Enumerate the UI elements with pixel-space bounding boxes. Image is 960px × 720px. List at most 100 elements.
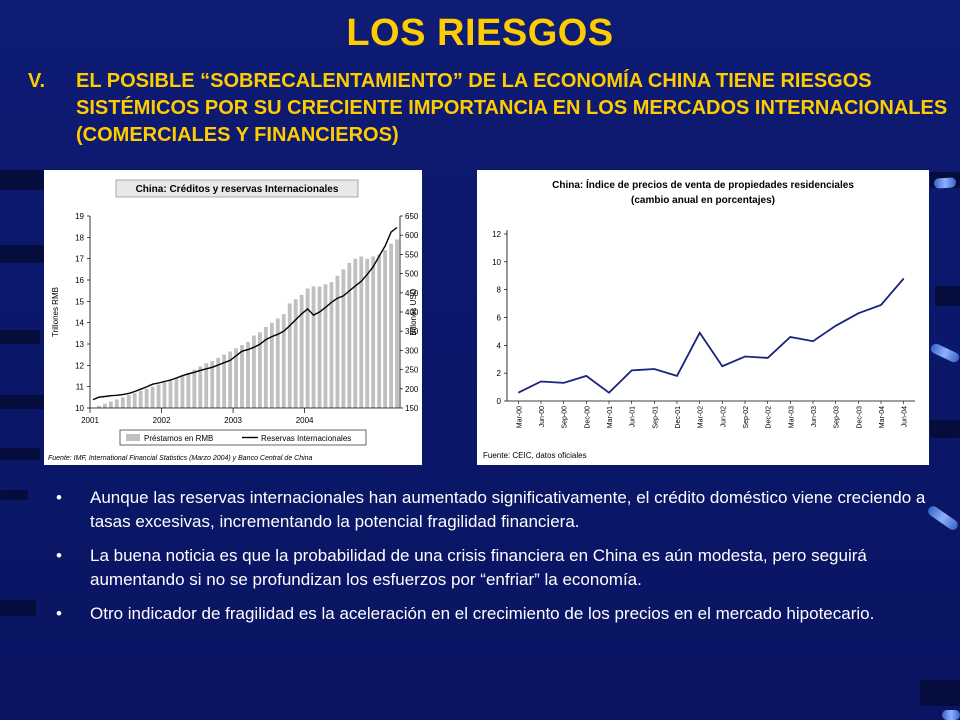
bar-prestamos	[103, 403, 107, 408]
y2-tick-label: 400	[405, 308, 419, 317]
bar-prestamos	[329, 282, 334, 408]
y-tick-label: 12	[492, 230, 501, 239]
bar-prestamos	[287, 303, 292, 408]
housing-price-chart: China: Índice de precios de venta de pro…	[477, 170, 929, 465]
legend-label-reservas: Reservas Internacionales	[261, 434, 351, 443]
bar-prestamos	[275, 318, 280, 408]
x-tick-label: Sep-03	[834, 406, 841, 429]
bar-prestamos	[341, 269, 346, 408]
bar-prestamos	[114, 399, 119, 408]
chart-title: China: Créditos y reservas Internacional…	[136, 184, 339, 195]
subtitle-number: V.	[28, 70, 46, 92]
y-tick-label: 16	[75, 276, 84, 285]
y2-tick-label: 250	[405, 366, 419, 375]
bullet-dot: •	[56, 546, 62, 565]
x-tick-label: Dec-00	[584, 406, 591, 429]
background-stripe	[930, 420, 960, 438]
bullet-text: La buena noticia es que la probabilidad …	[90, 546, 867, 589]
y-tick-label: 12	[75, 361, 84, 370]
x-tick-label: 2003	[224, 416, 242, 425]
y-tick-label: 18	[75, 233, 84, 242]
bar-prestamos	[180, 376, 185, 408]
x-tick-label: Mar-03	[788, 406, 795, 428]
bar-prestamos	[240, 345, 244, 408]
y2-tick-label: 300	[405, 346, 419, 355]
legend-label-prestamos: Préstamos en RMB	[144, 434, 213, 443]
chart-source: Fuente: CEIC, datos oficiales	[483, 451, 587, 460]
bullet-item: • La buena noticia es que la probabilida…	[56, 544, 946, 592]
chart-title-box	[115, 179, 359, 198]
y-tick-label: 2	[497, 369, 502, 378]
y2-tick-label: 200	[405, 385, 419, 394]
chart-subtitle: (cambio anual en porcentajes)	[631, 195, 775, 206]
bar-prestamos	[311, 286, 316, 408]
x-tick-label: Mar-01	[607, 406, 614, 428]
bar-prestamos	[252, 335, 256, 408]
subtitle-text: EL POSIBLE “SOBRECALENTAMIENTO” DE LA EC…	[76, 70, 948, 146]
bar-prestamos	[377, 254, 382, 408]
bar-prestamos	[347, 262, 352, 408]
bullet-item: • Aunque las reservas internacionales ha…	[56, 486, 946, 534]
y2-tick-label: 150	[405, 404, 419, 413]
y2-tick-label: 350	[405, 327, 419, 336]
x-tick-label: 2004	[296, 416, 314, 425]
bar-prestamos	[317, 286, 322, 408]
x-tick-label: 2002	[153, 416, 171, 425]
bar-prestamos	[305, 288, 310, 408]
x-tick-label: Jun-04	[902, 406, 909, 428]
background-stripe	[935, 286, 960, 306]
x-tick-label: Jun-03	[811, 406, 818, 428]
legend-swatch-prestamos	[126, 434, 140, 441]
x-tick-label: Sep-00	[562, 406, 569, 429]
line-reservas	[92, 226, 398, 401]
x-tick-label: Jun-00	[539, 406, 546, 428]
background-stripe	[0, 448, 40, 460]
background-stripe	[0, 600, 36, 616]
y-tick-label: 8	[497, 286, 502, 295]
bar-prestamos	[204, 363, 209, 408]
background-stripe	[0, 245, 45, 263]
bar-prestamos	[299, 294, 304, 408]
bar-prestamos	[156, 384, 161, 408]
y2-tick-label: 550	[405, 250, 419, 259]
background-stripe	[920, 680, 960, 706]
y2-tick-label: 650	[405, 212, 419, 221]
credit-reserves-chart: China: Créditos y reservas Internacional…	[44, 170, 422, 465]
bar-prestamos	[269, 322, 274, 408]
bar-prestamos	[186, 372, 191, 408]
y2-tick-label: 500	[405, 270, 419, 279]
bar-prestamos	[263, 326, 268, 408]
bullet-dot: •	[56, 488, 62, 507]
bar-prestamos	[222, 354, 227, 408]
y-tick-label: 10	[75, 404, 84, 413]
bar-prestamos	[281, 314, 286, 408]
y-tick-label: 14	[75, 319, 84, 328]
bar-prestamos	[335, 275, 340, 408]
background-highlight	[929, 342, 960, 364]
y-tick-label: 10	[492, 258, 501, 267]
bar-prestamos	[144, 388, 149, 408]
housing-price-chart-svg: China: Índice de precios de venta de pro…	[483, 178, 915, 460]
x-tick-label: Mar-04	[879, 406, 886, 428]
credit-reserves-chart-svg: China: Créditos y reservas Internacional…	[48, 179, 419, 462]
background-highlight	[933, 177, 957, 189]
x-tick-label: Sep-01	[652, 406, 659, 429]
bar-prestamos	[162, 382, 167, 408]
y-axis-label: Trillones RMB	[51, 287, 60, 337]
x-tick-label: Jun-02	[720, 406, 727, 428]
x-tick-label: Dec-01	[675, 406, 682, 429]
bar-prestamos	[150, 386, 155, 408]
y-tick-label: 6	[497, 314, 502, 323]
bar-prestamos	[108, 401, 113, 408]
bar-prestamos	[174, 378, 179, 408]
bar-prestamos	[198, 366, 203, 408]
bullet-list: • Aunque las reservas internacionales ha…	[56, 486, 946, 636]
x-tick-label: Dec-03	[856, 406, 863, 429]
bullet-text: Otro indicador de fragilidad es la acele…	[90, 604, 875, 623]
bar-prestamos	[132, 393, 137, 408]
x-tick-label: Sep-02	[743, 406, 750, 429]
bar-prestamos	[395, 239, 399, 408]
bar-prestamos	[138, 390, 143, 408]
bar-prestamos	[210, 361, 215, 408]
